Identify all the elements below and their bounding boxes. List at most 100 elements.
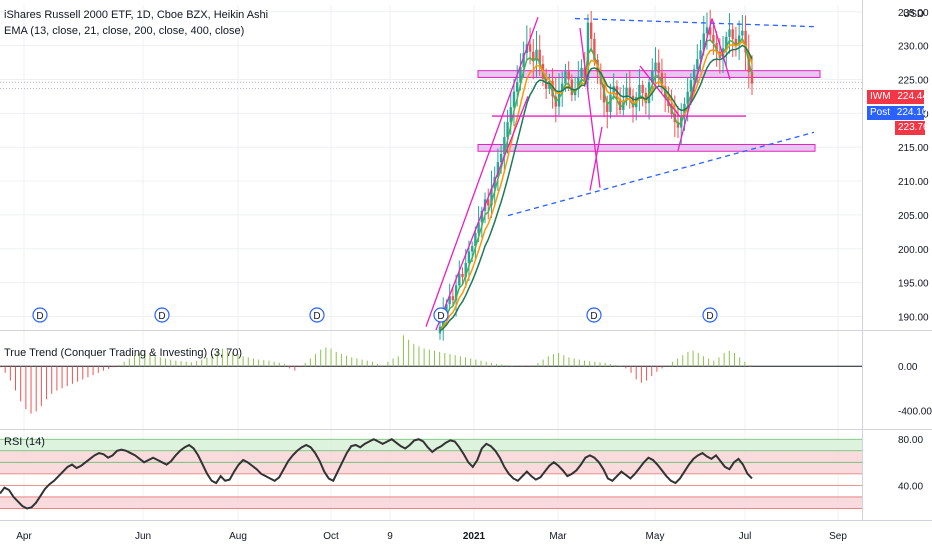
upper-dashed-resistance — [574, 17, 815, 28]
ema-legend: EMA (13, close, 21, close, 200, close, 4… — [4, 25, 245, 37]
candle-body — [509, 107, 512, 123]
rsi-band — [0, 496, 862, 509]
price-axis-tick: 225.00 — [898, 75, 929, 86]
trend-channel-lower — [435, 96, 529, 331]
candle-body — [464, 262, 467, 278]
support-resistance-zone — [477, 143, 816, 152]
rsi-legend: RSI (14) — [4, 436, 45, 448]
candle-body — [570, 79, 574, 96]
true-trend-legend: True Trend (Conquer Trading & Investing)… — [4, 347, 243, 359]
time-axis-tick: Jun — [135, 531, 151, 542]
candle-body — [512, 91, 516, 108]
candle-body — [737, 35, 741, 45]
candle-body — [474, 233, 477, 247]
rsi-axis-tick: 40.00 — [898, 481, 923, 492]
candle-body — [519, 67, 522, 83]
dividend-marker-label: D — [36, 311, 43, 322]
candle-body — [654, 62, 657, 72]
price-axis-tick: 200.00 — [898, 245, 929, 256]
dividend-marker — [32, 307, 48, 323]
price-axis-tick: 210.00 — [898, 177, 929, 188]
price-axis-tick: 230.00 — [898, 42, 929, 53]
candle-body — [589, 22, 593, 39]
ema-21-line — [439, 40, 753, 332]
candle-body — [454, 285, 458, 301]
dividend-marker-label: D — [437, 311, 444, 322]
candle-body — [467, 251, 471, 263]
dividend-marker — [586, 307, 602, 323]
candle-body — [689, 80, 693, 92]
time-axis-tick: Apr — [16, 531, 32, 542]
dividend-marker-label: D — [158, 311, 165, 322]
dividend-marker-label: D — [313, 311, 320, 322]
candle-body — [625, 87, 628, 101]
candle-body — [580, 67, 583, 77]
price-badge-ticker: Post — [870, 107, 891, 118]
time-axis-tick: 2021 — [463, 531, 486, 542]
wedge-line — [639, 65, 681, 118]
rsi-axis-tick: 80.00 — [898, 435, 923, 446]
chart-title: iShares Russell 2000 ETF, 1D, Cboe BZX, … — [4, 9, 269, 21]
price-axis-tick: 205.00 — [898, 211, 929, 222]
candle-body — [448, 296, 451, 305]
candle-body — [628, 87, 631, 96]
wedge-line — [589, 126, 603, 191]
candle-body — [480, 210, 484, 223]
candle-body — [660, 72, 664, 87]
dividend-marker — [309, 307, 325, 323]
dividend-marker — [154, 307, 170, 323]
candle-body — [496, 162, 500, 177]
candle-body — [532, 51, 535, 61]
dividend-marker-label: D — [706, 311, 713, 322]
candle-body — [657, 62, 660, 73]
candle-body — [538, 49, 541, 64]
true-trend-axis-tick: -400.00 — [898, 406, 932, 417]
price-badge-last: IWM 224.44 — [867, 90, 928, 104]
time-axis-tick: Mar — [549, 531, 567, 542]
candle-body — [715, 42, 718, 52]
currency-label[interactable]: USD — [903, 9, 925, 20]
candle-body — [638, 84, 641, 98]
dividend-marker — [702, 307, 718, 323]
candle-body — [612, 86, 615, 95]
candle-body — [506, 122, 509, 138]
time-axis-tick: 9 — [387, 531, 393, 542]
candle-body — [528, 44, 532, 52]
candle-body — [699, 50, 702, 60]
time-axis-tick: May — [646, 531, 665, 542]
candle-body — [583, 67, 586, 81]
price-axis-tick: 235.00 — [898, 8, 929, 19]
candle-body — [651, 71, 654, 83]
candle-body — [567, 71, 570, 80]
candle-body — [606, 102, 609, 112]
candle-body — [712, 34, 715, 43]
candle-body — [750, 72, 754, 84]
true-trend-axis-tick: 0.00 — [898, 362, 918, 373]
candle-body — [705, 27, 709, 34]
price-badge-value: 224.44 — [897, 91, 928, 102]
time-axis-tick: Oct — [323, 531, 339, 542]
candle-body — [744, 30, 747, 53]
candle-body — [544, 78, 548, 89]
price-axis-tick: 215.00 — [898, 143, 929, 154]
candle-body — [461, 273, 464, 278]
candle-body — [561, 83, 564, 91]
candle-body — [618, 99, 622, 110]
candle-body — [477, 222, 480, 234]
candle-body — [731, 29, 734, 39]
wedge-line — [579, 27, 601, 188]
ema-200-line — [439, 44, 753, 332]
price-badge-ticker: IWM — [870, 91, 891, 102]
rsi-band — [0, 439, 862, 451]
time-axis-tick: Sep — [829, 531, 847, 542]
candle-body — [577, 76, 580, 89]
candle-body — [522, 53, 525, 68]
candle-body — [551, 80, 554, 97]
lower-dashed-support — [507, 131, 815, 217]
price-badge-value: 224.10 — [896, 107, 928, 118]
candle-body — [490, 188, 493, 206]
candle-body — [586, 22, 590, 81]
candle-body — [725, 36, 728, 49]
candle-body — [686, 91, 689, 104]
